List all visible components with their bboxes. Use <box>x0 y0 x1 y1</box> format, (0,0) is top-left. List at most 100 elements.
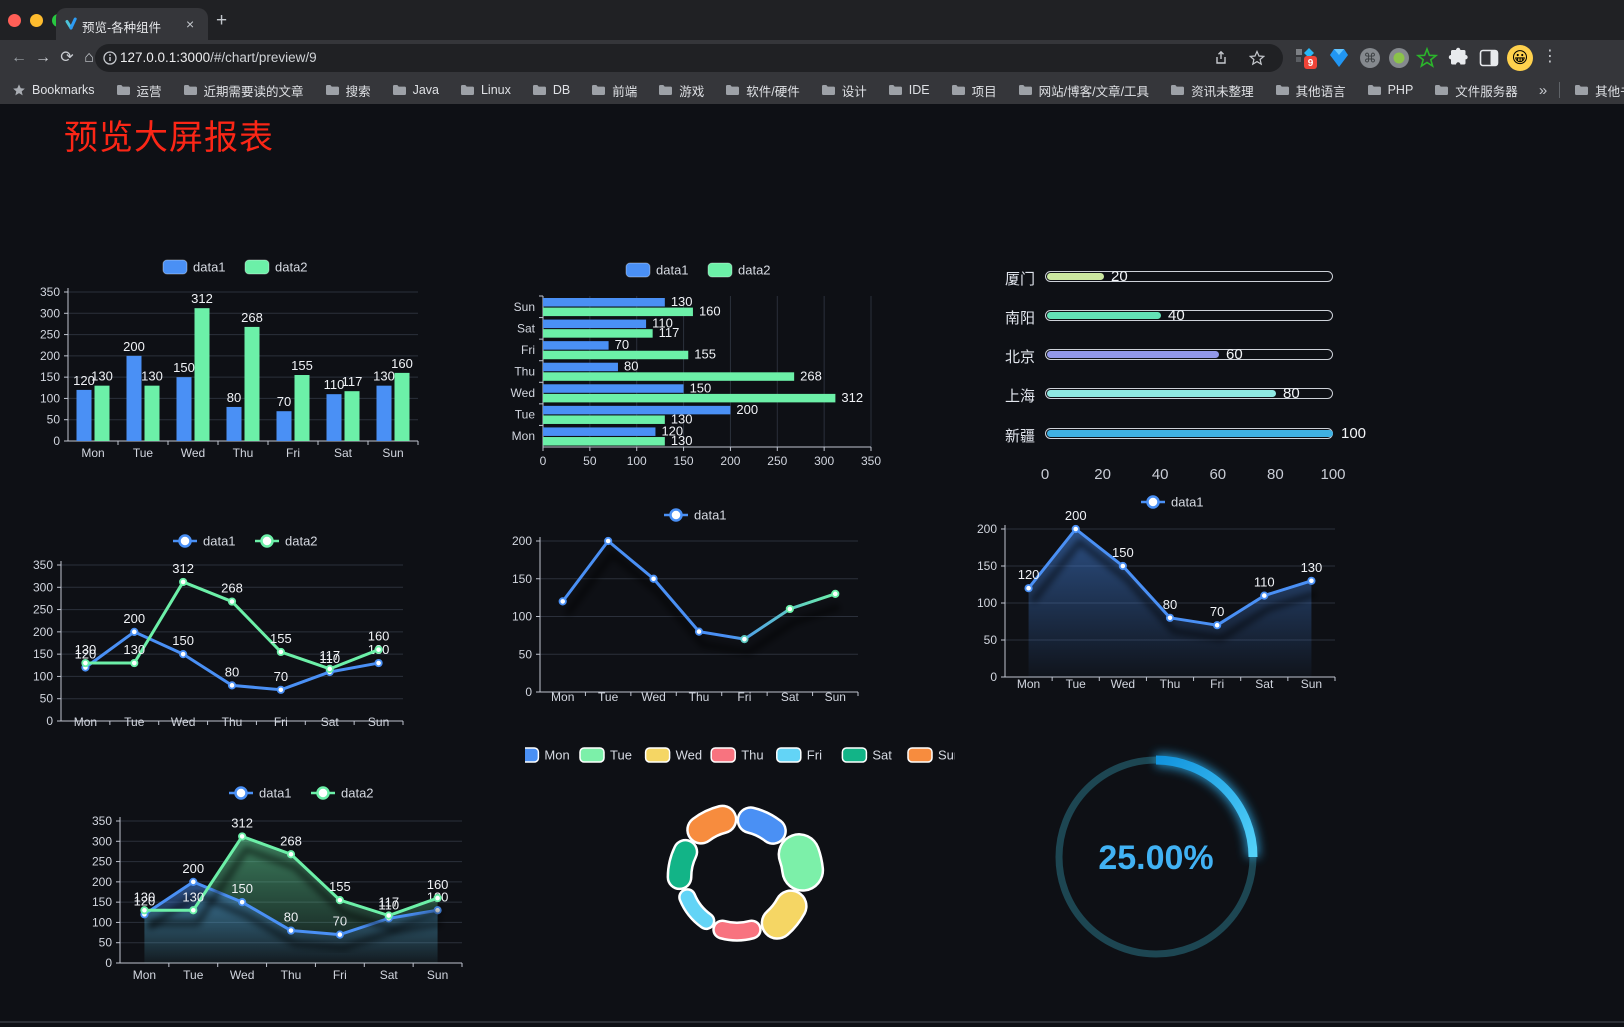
reload-icon[interactable]: ⟳ <box>60 49 74 66</box>
progress-fill <box>1047 312 1161 319</box>
progress-track <box>1045 388 1333 399</box>
svg-text:150: 150 <box>674 454 694 468</box>
svg-text:250: 250 <box>767 454 787 468</box>
chart-legend[interactable]: data1 data2 <box>162 259 308 275</box>
chart-legend[interactable]: data1 data2 <box>229 786 374 801</box>
svg-text:Sat: Sat <box>872 748 892 763</box>
svg-text:110: 110 <box>1254 575 1275 590</box>
svg-text:70: 70 <box>277 394 291 409</box>
bookmark-folder[interactable]: 搜索 <box>325 81 371 100</box>
bookmark-folder[interactable]: 项目 <box>951 81 997 100</box>
bookmark-folder[interactable]: 资讯未整理 <box>1170 81 1254 100</box>
svg-text:155: 155 <box>694 347 716 362</box>
profile-avatar[interactable]: 😀 <box>1507 45 1533 71</box>
folder-icon <box>116 85 130 95</box>
folder-icon <box>726 85 740 95</box>
bookmark-folder[interactable]: Java <box>392 81 439 100</box>
svg-text:312: 312 <box>172 561 194 576</box>
svg-text:Thu: Thu <box>222 715 243 729</box>
svg-text:268: 268 <box>280 833 302 848</box>
extension-green-star-icon[interactable] <box>1416 47 1438 69</box>
tab-close-icon[interactable]: × <box>186 16 195 32</box>
svg-text:312: 312 <box>231 815 253 830</box>
svg-text:50: 50 <box>47 413 61 427</box>
svg-text:0: 0 <box>540 454 547 468</box>
bookmark-label: Java <box>412 83 439 97</box>
chart-gauge: 25.00% <box>1005 719 1315 1009</box>
svg-text:50: 50 <box>583 454 597 468</box>
chart-legend[interactable]: Mon Tue Wed Thu Fri Sat Sun <box>513 747 961 763</box>
bookmark-folder[interactable]: 文件服务器 <box>1434 81 1518 100</box>
svg-text:Fri: Fri <box>807 748 822 763</box>
svg-text:80: 80 <box>284 910 298 925</box>
bookmark-folder[interactable]: PHP <box>1367 81 1413 100</box>
chart-progress-bars: 厦门 20 南阳 40 北京 60 上海 80 新疆 100 0 20 40 60 80 100 <box>985 254 1395 489</box>
bookmark-item-bookmarks[interactable]: Bookmarks <box>12 83 95 97</box>
chart-legend[interactable]: data1 data2 <box>173 534 318 549</box>
new-tab-button[interactable]: + <box>216 10 228 31</box>
bookmark-folder[interactable]: 软件/硬件 <box>725 81 800 100</box>
browser-menu-icon[interactable]: ⋮ <box>1542 48 1558 65</box>
svg-text:80: 80 <box>225 664 239 679</box>
side-panel-icon[interactable] <box>1479 48 1499 68</box>
bookmark-folder[interactable]: Linux <box>460 81 511 100</box>
bookmark-star-icon[interactable] <box>1249 50 1265 66</box>
browser-tab[interactable]: 预览-各种组件 × <box>56 8 208 40</box>
folder-icon <box>325 85 339 95</box>
svg-text:350: 350 <box>33 558 53 572</box>
progress-axis-tick: 40 <box>1151 466 1169 483</box>
bookmark-folder[interactable]: DB <box>532 81 570 100</box>
folder-icon <box>951 85 965 95</box>
bookmark-folder[interactable]: 运营 <box>116 81 162 100</box>
bookmarks-overflow-chevron[interactable]: » <box>1538 81 1548 99</box>
address-bar[interactable]: 127.0.0.1:3000/#/chart/preview/9 <box>95 44 1283 72</box>
url-text[interactable]: 127.0.0.1:3000/#/chart/preview/9 <box>120 50 317 65</box>
url-host: 127.0.0.1:3000 <box>120 50 211 65</box>
extension-command-icon[interactable]: ⌘ <box>1359 47 1381 69</box>
svg-text:Thu: Thu <box>233 446 254 460</box>
extensions-puzzle-icon[interactable] <box>1447 47 1469 69</box>
page-title: 预览大屏报表 <box>64 119 274 157</box>
bookmark-label: 软件/硬件 <box>746 84 800 99</box>
bookmark-folder[interactable]: 设计 <box>821 81 867 100</box>
home-icon[interactable]: ⌂ <box>84 49 94 66</box>
close-window-button[interactable] <box>8 14 21 27</box>
progress-fill <box>1047 351 1219 358</box>
share-icon[interactable] <box>1213 50 1229 66</box>
svg-text:Thu: Thu <box>689 690 710 704</box>
chart-legend[interactable]: data1 <box>1141 495 1204 510</box>
svg-text:250: 250 <box>92 855 112 869</box>
svg-text:Sat: Sat <box>517 321 536 335</box>
extension-recorder-icon[interactable] <box>1388 47 1410 69</box>
progress-row: 新疆 100 <box>985 424 1395 445</box>
line-area-single-svg: 0 50 100 150 200 Mon Tue Wed Thu Fri Sat Sun data1 12… <box>977 495 1336 691</box>
extension-tampermonkey-icon[interactable]: 9 <box>1294 46 1318 70</box>
page-info-icon[interactable] <box>103 51 117 65</box>
chart-legend[interactable]: data1 <box>664 508 727 523</box>
progress-value: 60 <box>1226 346 1243 363</box>
chart-legend[interactable]: data1 data2 <box>625 262 771 278</box>
bookmark-folder[interactable]: 游戏 <box>658 81 704 100</box>
extension-gem-icon[interactable] <box>1328 47 1350 69</box>
svg-text:300: 300 <box>40 306 60 320</box>
svg-text:100: 100 <box>627 454 647 468</box>
back-icon[interactable]: ← <box>11 49 27 66</box>
svg-text:300: 300 <box>814 454 834 468</box>
svg-text:Tue: Tue <box>133 446 154 460</box>
svg-text:70: 70 <box>1210 604 1224 619</box>
minimize-window-button[interactable] <box>30 14 43 27</box>
bookmark-other-folder[interactable]: 其他书签 <box>1574 81 1624 100</box>
bookmark-folder[interactable]: 近期需要读的文章 <box>183 81 304 100</box>
bookmark-folder[interactable]: 前端 <box>591 81 637 100</box>
bookmark-folder[interactable]: 其他语言 <box>1275 81 1346 100</box>
svg-text:130: 130 <box>671 294 693 309</box>
svg-text:70: 70 <box>274 669 288 684</box>
bookmark-folder[interactable]: 网站/博客/文章/工具 <box>1018 81 1149 100</box>
forward-icon[interactable]: → <box>35 49 51 66</box>
svg-text:Fri: Fri <box>286 446 300 460</box>
svg-text:117: 117 <box>342 374 363 389</box>
svg-text:Thu: Thu <box>741 748 763 763</box>
bookmark-label: 文件服务器 <box>1455 84 1518 99</box>
svg-text:70: 70 <box>615 337 629 352</box>
bookmark-folder[interactable]: IDE <box>888 81 930 100</box>
